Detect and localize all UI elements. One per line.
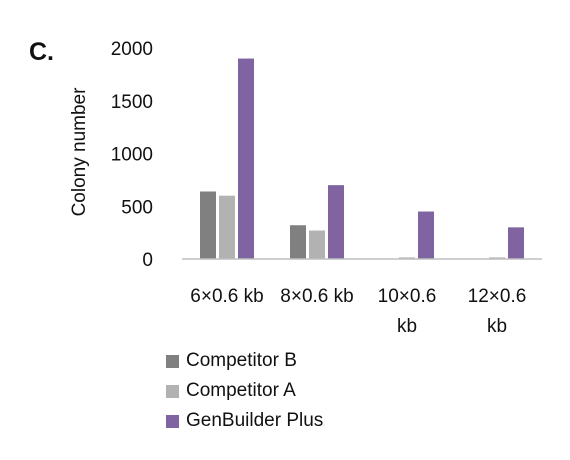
bar-competitor-a: [309, 230, 325, 259]
bar-competitor-a: [399, 257, 415, 259]
bar-genbuilder-plus: [418, 211, 434, 259]
y-axis-label: Colony number: [69, 87, 90, 217]
legend-label: Competitor A: [186, 380, 296, 401]
y-tick-label: 2000: [111, 39, 153, 60]
x-tick-label: 12×0.6: [468, 286, 527, 307]
legend-item: Competitor A: [166, 376, 323, 406]
bar-genbuilder-plus: [328, 185, 344, 259]
legend-swatch: [166, 354, 179, 368]
y-tick-label: 500: [121, 197, 153, 218]
legend-label: GenBuilder Plus: [186, 410, 324, 431]
bar-competitor-b: [290, 225, 306, 259]
legend-item: GenBuilder Plus: [166, 406, 323, 436]
panel-label: C.: [29, 38, 54, 66]
legend: Competitor B Competitor A GenBuilder Plus: [166, 346, 323, 436]
bar-competitor-a: [489, 257, 505, 259]
bar-genbuilder-plus: [238, 58, 254, 259]
x-tick-label: 8×0.6 kb: [280, 286, 353, 307]
x-tick-label: 10×0.6: [378, 286, 437, 307]
x-tick-label: 6×0.6 kb: [190, 286, 263, 307]
bar-competitor-a: [219, 195, 235, 259]
bar-genbuilder-plus: [508, 227, 524, 259]
bar-competitor-b: [200, 191, 216, 259]
y-tick-label: 1500: [111, 92, 153, 113]
legend-swatch: [166, 384, 179, 398]
legend-label: Competitor B: [186, 350, 297, 371]
y-tick-label: 0: [142, 250, 153, 271]
legend-swatch: [166, 414, 179, 428]
x-tick-label: kb: [397, 316, 417, 337]
y-tick-label: 1000: [111, 145, 153, 166]
x-tick-label: kb: [487, 316, 507, 337]
legend-item: Competitor B: [166, 346, 323, 376]
